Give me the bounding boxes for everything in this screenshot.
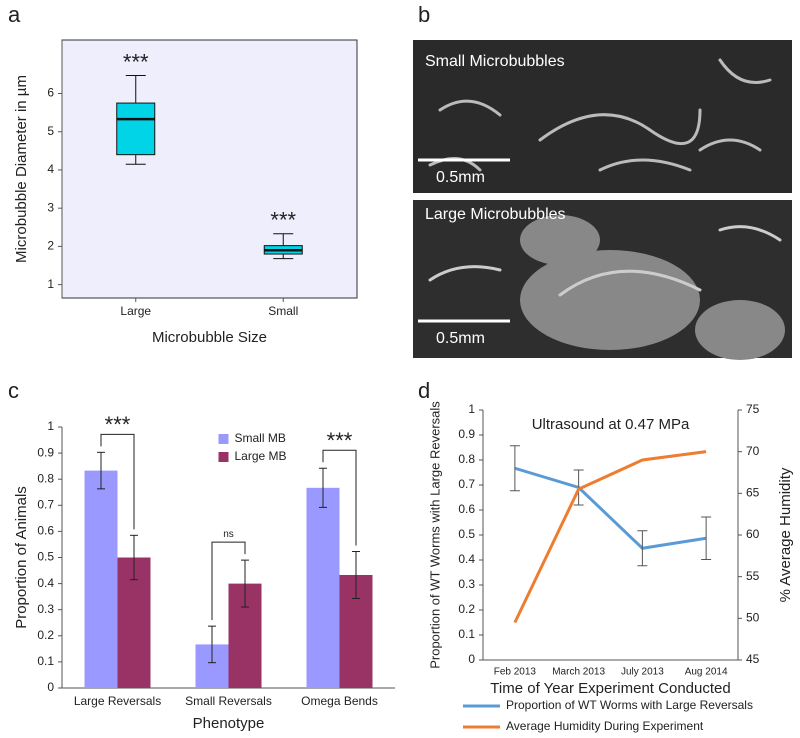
tick-label: 0	[468, 652, 475, 666]
tick-label: 3	[47, 200, 54, 214]
x-tick-label: Large	[120, 304, 151, 318]
bar	[306, 487, 340, 688]
panel-label: a	[8, 2, 21, 27]
x-tick-label: Feb 2013	[494, 667, 537, 678]
x-tick-label: Omega Bends	[301, 694, 378, 708]
tick-label: 0.6	[458, 502, 475, 516]
tick-label: 5	[47, 124, 54, 138]
x-tick-label: July 2013	[621, 667, 664, 678]
legend-label: Large MB	[235, 449, 287, 463]
tick-label: 0.3	[37, 602, 54, 616]
tick-label: 0.2	[37, 628, 54, 642]
tick-label: 75	[746, 402, 760, 416]
tick-label: 0.8	[37, 471, 54, 485]
annotation: ***	[270, 208, 296, 233]
scale-bar-label: 0.5mm	[436, 169, 485, 186]
significance: ns	[223, 529, 234, 540]
tick-label: 0.5	[37, 550, 54, 564]
x-tick-label: Aug 2014	[685, 667, 728, 678]
legend-label: Proportion of WT Worms with Large Revers…	[506, 698, 753, 712]
tick-label: 2	[47, 239, 54, 253]
plot-background	[61, 39, 358, 299]
tick-label: 0.1	[37, 654, 54, 668]
legend-swatch	[218, 434, 229, 444]
axis-label: Proportion of WT Worms with Large Revers…	[427, 401, 442, 669]
tick-label: 55	[746, 569, 760, 583]
tick-label: 4	[47, 162, 54, 176]
tick-label: 0.4	[458, 552, 475, 566]
tick-label: 0.9	[458, 427, 475, 441]
tick-label: 1	[47, 277, 54, 291]
tick-label: 1	[47, 419, 54, 433]
panel-label: c	[8, 378, 19, 403]
scale-bar-label: 0.5mm	[436, 330, 485, 347]
axis-label: Microbubble Size	[152, 329, 267, 346]
axis-label: Time of Year Experiment Conducted	[490, 680, 730, 697]
significance: ***	[105, 412, 131, 437]
annotation: ***	[123, 49, 149, 74]
axis-label: Proportion of Animals	[13, 486, 30, 629]
axis-label: Microbubble Diameter in µm	[13, 75, 30, 263]
tick-label: 65	[746, 486, 760, 500]
x-tick-label: Small	[268, 304, 298, 318]
box	[116, 102, 156, 156]
tick-label: 45	[746, 652, 760, 666]
tick-label: 0.7	[37, 497, 54, 511]
tick-label: 1	[468, 402, 475, 416]
tick-label: 0.2	[458, 602, 475, 616]
tick-label: 0.1	[458, 627, 475, 641]
series-line	[514, 466, 707, 550]
tick-label: 0.3	[458, 577, 475, 591]
significance-bracket	[100, 433, 135, 530]
panel-label: b	[418, 2, 430, 27]
tick-label: 0.8	[458, 452, 475, 466]
tick-label: 0.7	[458, 477, 475, 491]
tick-label: 0.9	[37, 445, 54, 459]
micrograph: Small Microbubbles 0.5mm Large Microbubb…	[413, 40, 792, 360]
x-tick-label: Small Reversals	[185, 694, 272, 708]
bar	[84, 470, 118, 688]
image-title: Small Microbubbles	[425, 53, 565, 70]
significance: ***	[327, 428, 353, 453]
tick-label: 50	[746, 611, 760, 625]
panel-label: d	[418, 378, 430, 403]
significance-bracket	[322, 449, 357, 546]
tick-label: 70	[746, 444, 760, 458]
legend-swatch	[218, 452, 229, 462]
tick-label: 0.6	[37, 524, 54, 538]
series-line	[513, 450, 707, 624]
tick-label: 6	[47, 86, 54, 100]
chart-title: Ultrasound at 0.47 MPa	[532, 416, 690, 433]
axis-label: Phenotype	[193, 715, 265, 732]
tick-label: 60	[746, 527, 760, 541]
legend-label: Small MB	[235, 431, 286, 445]
tick-label: 0	[47, 680, 54, 694]
x-tick-label: March 2013	[552, 667, 605, 678]
x-tick-label: Large Reversals	[74, 694, 161, 708]
tick-label: 0.5	[458, 527, 475, 541]
legend-label: Average Humidity During Experiment	[506, 719, 704, 733]
image-title: Large Microbubbles	[425, 206, 566, 223]
significance-bracket	[211, 541, 246, 621]
axis-label: % Average Humidity	[777, 467, 794, 602]
tick-label: 0.4	[37, 576, 54, 590]
